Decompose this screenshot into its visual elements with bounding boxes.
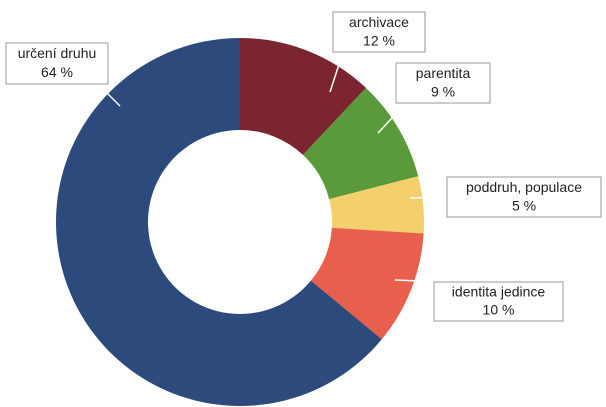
slice-value: 64 % — [41, 64, 73, 80]
slice-label: identita jedince — [452, 284, 546, 300]
label-box — [332, 11, 426, 53]
donut-slice — [310, 227, 424, 340]
leader-line — [409, 196, 448, 199]
slice-value: 12 % — [363, 32, 395, 48]
leader-line — [97, 83, 121, 107]
slice-label: poddruh, populace — [466, 179, 582, 195]
label-box — [5, 42, 109, 85]
slice-label: určení druhu — [18, 45, 97, 61]
leader-line — [329, 51, 344, 93]
slice-value: 10 % — [483, 302, 515, 318]
donut-slice — [302, 87, 419, 200]
label-box — [433, 281, 564, 322]
slice-value: 5 % — [512, 197, 536, 213]
slice-value: 9 % — [431, 83, 455, 99]
donut-slice — [329, 176, 425, 234]
leader-line — [377, 102, 407, 134]
donut-slice — [240, 38, 366, 155]
slice-label: parentita — [416, 65, 471, 81]
label-box — [395, 62, 491, 104]
slice-label: archivace — [349, 14, 409, 30]
donut-slice — [55, 38, 382, 406]
label-box — [446, 176, 602, 218]
